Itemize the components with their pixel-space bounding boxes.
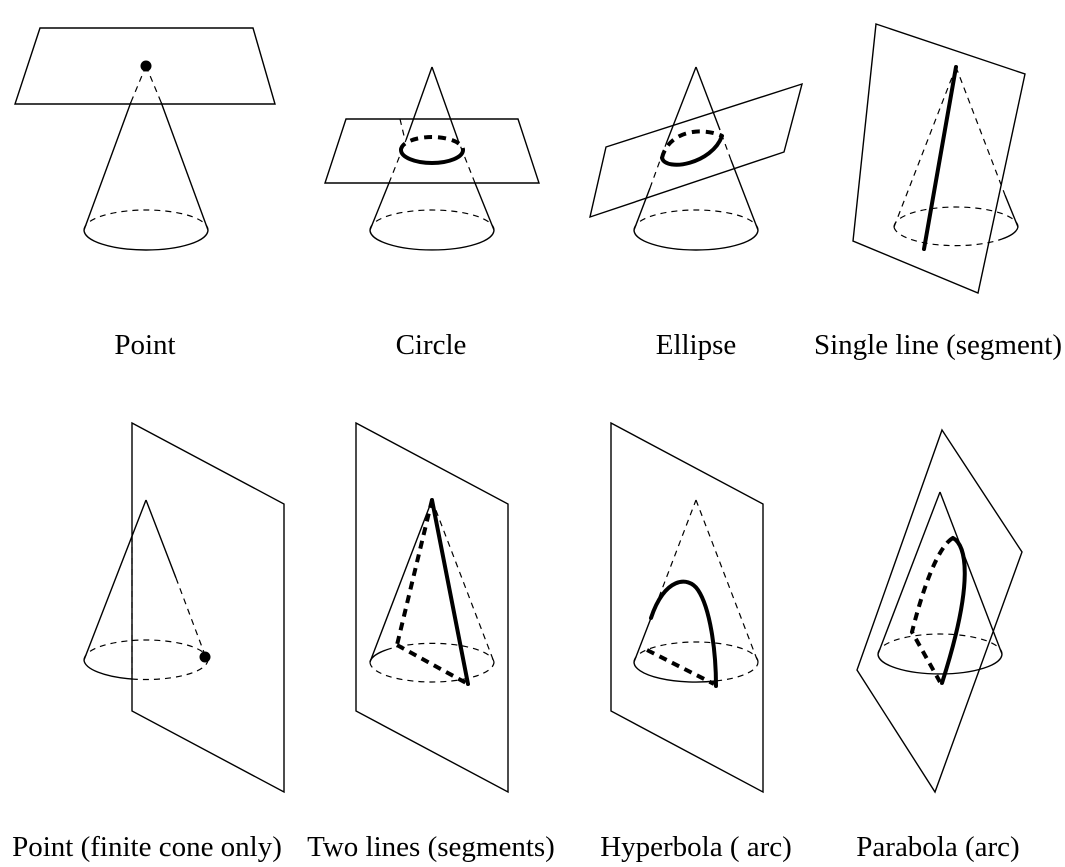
intersection-line bbox=[922, 65, 958, 251]
cone-base-back bbox=[893, 206, 1019, 228]
ellipse-back bbox=[660, 129, 723, 159]
cone-side-left-upper bbox=[665, 66, 697, 145]
caption-ellipse: Ellipse bbox=[655, 329, 737, 361]
cone bbox=[83, 499, 209, 681]
circle-back bbox=[399, 135, 465, 151]
cone-base-front bbox=[83, 229, 209, 251]
cutting-plane bbox=[856, 428, 1023, 794]
panel-two-lines bbox=[355, 421, 509, 794]
cone-side-right-hidden bbox=[175, 577, 206, 656]
cone-side-right bbox=[431, 499, 495, 663]
cone-side-left-visible bbox=[633, 617, 652, 663]
cone-side-left bbox=[83, 499, 147, 661]
cone-hidden-right bbox=[457, 139, 476, 184]
cone-top bbox=[665, 66, 721, 145]
cone-base-front-visible bbox=[633, 661, 717, 683]
panel-parabola bbox=[856, 428, 1023, 794]
cone-side-left bbox=[83, 101, 132, 231]
cone-base-front-visible bbox=[1001, 226, 1019, 240]
caption-two-lines: Two lines (segments) bbox=[307, 831, 555, 863]
line-segment-back bbox=[395, 499, 434, 646]
panel-hyperbola bbox=[610, 421, 764, 794]
cone bbox=[369, 499, 495, 683]
cone-base-back bbox=[633, 641, 759, 663]
cone-hidden-apex-right bbox=[145, 65, 162, 103]
cone-base-back bbox=[83, 639, 209, 661]
cone-base-front bbox=[369, 229, 495, 251]
panel-point bbox=[14, 27, 276, 251]
cone-side-right-visible bbox=[1004, 194, 1019, 228]
caption-parabola: Parabola (arc) bbox=[856, 831, 1020, 863]
cone-hidden-left bbox=[649, 143, 667, 189]
cone-side-right bbox=[160, 101, 209, 231]
cone-side-left-lower bbox=[369, 182, 390, 231]
cone-base-back bbox=[83, 209, 209, 231]
circle-front bbox=[399, 148, 465, 165]
cone-side-left bbox=[893, 66, 957, 228]
cone-side-right-lower bbox=[474, 182, 495, 231]
cutting-plane bbox=[589, 82, 804, 219]
cone-base-front bbox=[633, 229, 759, 251]
panel-point-finite bbox=[83, 421, 285, 794]
cutting-plane bbox=[355, 421, 509, 794]
cone-side-right-lower bbox=[730, 159, 759, 231]
cone-side-left bbox=[877, 491, 941, 655]
caption-single-line: Single line (segment) bbox=[813, 329, 1063, 361]
caption-point-finite: Point (finite cone only) bbox=[12, 831, 282, 863]
cone-side-left-lower bbox=[633, 187, 651, 231]
cutting-plane bbox=[852, 23, 1026, 294]
cone-side-right-upper bbox=[431, 66, 459, 141]
ellipse-front bbox=[660, 134, 724, 167]
cone bbox=[633, 129, 759, 251]
cone-top bbox=[399, 66, 459, 141]
cone-base-front-hidden bbox=[131, 659, 209, 681]
cone-side-right-upper bbox=[695, 66, 721, 131]
cone-hidden-inside bbox=[399, 118, 406, 141]
hyperbola-chord bbox=[646, 648, 715, 686]
intersection-point bbox=[140, 60, 152, 72]
chord-segment bbox=[396, 643, 469, 686]
cone-base-front bbox=[877, 653, 1003, 675]
parabola-front bbox=[940, 536, 967, 685]
parabola-back bbox=[909, 536, 955, 683]
cone bbox=[83, 65, 209, 251]
cone-side-right bbox=[939, 491, 1003, 655]
intersection-point bbox=[199, 651, 211, 663]
cone bbox=[877, 491, 1003, 675]
cone bbox=[369, 139, 495, 251]
cone bbox=[893, 66, 1019, 247]
cone-hidden-apex-left bbox=[130, 65, 147, 103]
cutting-plane bbox=[324, 118, 540, 184]
cone-side-right bbox=[695, 499, 759, 663]
hyperbola-arc bbox=[649, 579, 718, 688]
panel-circle bbox=[324, 66, 540, 251]
cone-side-left-upper bbox=[405, 66, 433, 141]
cone-base-front-left bbox=[83, 659, 133, 680]
cutting-plane bbox=[610, 421, 764, 794]
caption-circle: Circle bbox=[395, 329, 467, 361]
cone bbox=[633, 499, 759, 683]
panel-single-line bbox=[852, 23, 1026, 294]
line-segment-front bbox=[430, 498, 470, 686]
panel-ellipse bbox=[589, 66, 804, 251]
cone-side-left bbox=[369, 499, 433, 663]
cone-base-back bbox=[369, 209, 495, 231]
caption-point: Point bbox=[114, 329, 176, 361]
cone-base-back bbox=[633, 209, 759, 231]
cone-base-front bbox=[369, 661, 495, 683]
cutting-plane bbox=[14, 27, 276, 105]
cone-base-front-hidden bbox=[893, 226, 1003, 247]
cone-base-front-hidden bbox=[715, 661, 759, 682]
cone-side-right-upper bbox=[145, 499, 177, 579]
caption-hyperbola: Hyperbola ( arc) bbox=[600, 831, 792, 863]
cone-side-right-hidden bbox=[955, 66, 1006, 196]
cone-base-back bbox=[877, 633, 1003, 655]
cutting-plane bbox=[131, 421, 285, 794]
